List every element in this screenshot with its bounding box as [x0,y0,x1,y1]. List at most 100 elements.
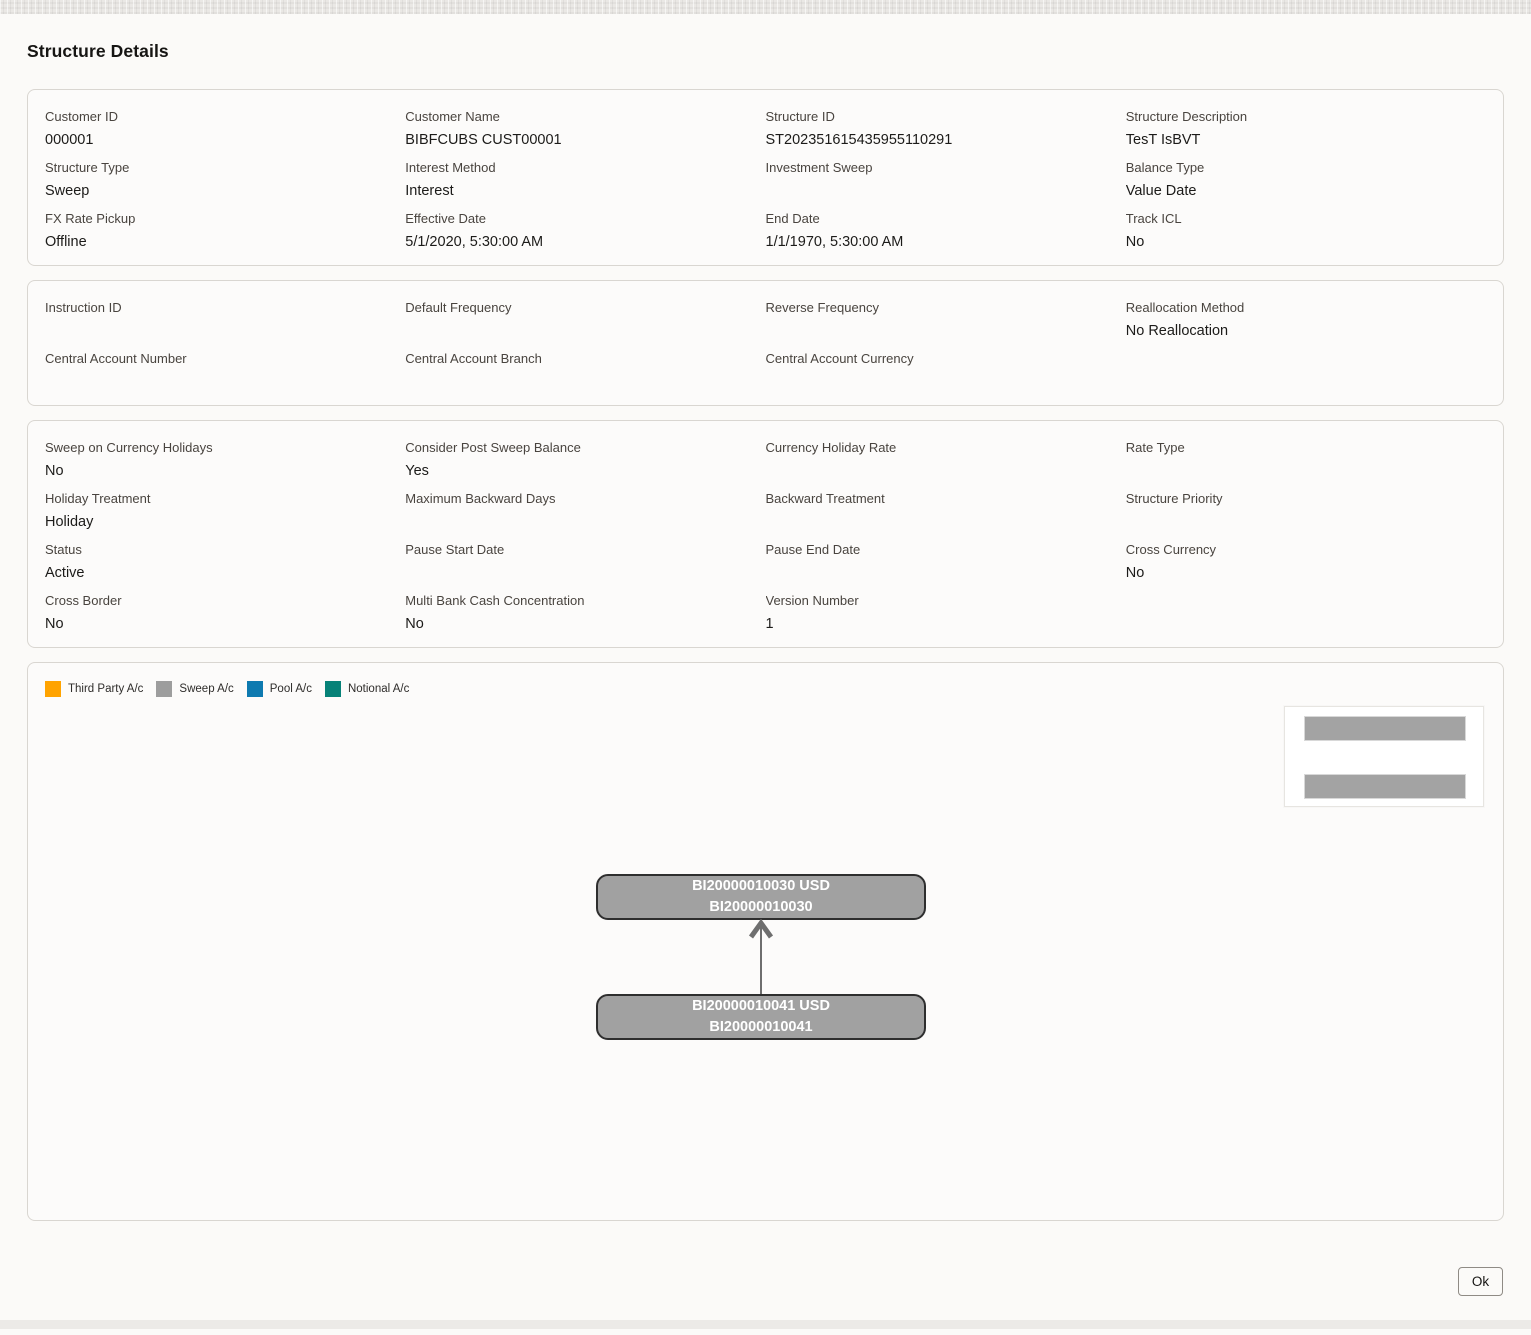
field-label: Central Account Number [45,351,187,366]
field: Interest Method Interest [405,159,765,210]
field-label: Customer Name [405,109,500,124]
page-top-texture-strip [0,0,1531,14]
field-label: End Date [765,211,820,226]
field-label: Customer ID [45,109,118,124]
field-value: BIBFCUBS CUST00001 [405,132,562,148]
field-label: Currency Holiday Rate [765,440,897,455]
field-label: Sweep on Currency Holidays [45,440,213,455]
field-label: Default Frequency [405,300,512,315]
field: Balance Type Value Date [1126,159,1486,210]
field: Customer ID 000001 [45,108,405,159]
node-title: BI20000010041 USD [692,998,830,1014]
field-label: Maximum Backward Days [405,491,556,506]
field: Cross Currency No [1126,541,1486,592]
node-title: BI20000010030 USD [692,878,830,894]
legend-label: Sweep A/c [179,683,234,695]
sweep-parameters-fields: Sweep on Currency Holidays No Consider P… [45,439,1486,643]
field-label: Holiday Treatment [45,491,151,506]
field: Rate Type [1126,439,1486,490]
field-value: Sweep [45,183,90,199]
legend-item: Third Party A/c [45,681,143,697]
field-value: ST202351615435955110291 [765,132,953,148]
field-label: Structure Priority [1125,491,1223,506]
field: Pause Start Date [405,541,765,592]
field-label: Status [45,542,82,557]
field: Cross Border No [45,592,405,643]
field-label: Reallocation Method [1125,300,1245,315]
field-value: Yes [405,463,429,479]
field-label: Reverse Frequency [765,300,879,315]
field-label: Multi Bank Cash Concentration [405,593,585,608]
field: Multi Bank Cash Concentration No [405,592,765,643]
field: Default Frequency [405,299,765,350]
ok-button[interactable]: Ok [1458,1267,1503,1296]
field: Central Account Number [45,350,405,401]
field-label: Backward Treatment [765,491,885,506]
field-label: Rate Type [1125,440,1185,455]
tree-node-child-account[interactable]: BI20000010041 USD BI20000010041 [596,994,926,1040]
minimap-node-bar [1304,774,1466,799]
field-value: No [1125,565,1145,581]
account-type-legend: Third Party A/c Sweep A/c Pool A/c Notio… [45,681,1486,697]
field-value: TesT IsBVT [1125,132,1201,148]
legend-item: Pool A/c [246,681,312,697]
field: Reallocation Method No Reallocation [1126,299,1486,350]
field: Maximum Backward Days [405,490,765,541]
diagram-minimap[interactable] [1284,706,1484,807]
structure-summary-fields: Customer ID 000001 Customer Name BIBFCUB… [45,108,1486,261]
legend-label: Notional A/c [347,683,410,695]
field-label: Central Account Currency [765,351,914,366]
instruction-details-panel: Instruction ID Default Frequency Reverse… [27,280,1504,406]
sweep-parameters-panel: Sweep on Currency Holidays No Consider P… [27,420,1504,648]
field: Structure ID ST202351615435955110291 [766,108,1126,159]
legend-color-swatch-icon [246,681,263,697]
field: Status Active [45,541,405,592]
field-value: No [405,616,424,632]
legend-label: Third Party A/c [68,683,144,695]
legend-item: Sweep A/c [156,681,234,697]
field-value: Active [45,565,85,581]
field-value: Interest [405,183,454,199]
node-subtitle: BI20000010041 [709,1019,813,1035]
field-label: Interest Method [405,160,496,175]
field-label: Structure Type [45,160,130,175]
legend-item: Notional A/c [324,681,410,697]
structure-diagram-panel: Third Party A/c Sweep A/c Pool A/c Notio… [27,662,1504,1221]
field-label: Track ICL [1125,211,1182,226]
field: Instruction ID [45,299,405,350]
field: Structure Type Sweep [45,159,405,210]
field: Central Account Currency [766,350,1126,401]
field: Effective Date 5/1/2020, 5:30:00 AM [405,210,765,261]
field: Currency Holiday Rate [766,439,1126,490]
structure-summary-panel: Customer ID 000001 Customer Name BIBFCUB… [27,89,1504,266]
field-value: Offline [45,234,87,250]
page-bottom-strip [0,1320,1531,1329]
field-label: Cross Currency [1125,542,1217,557]
field-label: FX Rate Pickup [45,211,136,226]
field-value: 1 [765,616,774,632]
field-value: No [45,616,64,632]
field: Customer Name BIBFCUBS CUST00001 [405,108,765,159]
field: Track ICL No [1126,210,1486,261]
field-label: Structure ID [765,109,835,124]
field: Version Number 1 [766,592,1126,643]
field-value: Holiday [45,514,94,530]
field: Backward Treatment [766,490,1126,541]
footer-actions: Ok [0,1221,1531,1316]
field: Central Account Branch [405,350,765,401]
field-label: Central Account Branch [405,351,542,366]
legend-color-swatch-icon [324,681,341,697]
field-label: Pause Start Date [405,542,505,557]
legend-color-swatch-icon [45,681,61,697]
field-value: No [1125,234,1145,250]
legend-color-swatch-icon [156,681,173,697]
field-label: Pause End Date [765,542,861,557]
field-value: No Reallocation [1125,323,1229,339]
field: Pause End Date [766,541,1126,592]
field-label: Balance Type [1125,160,1205,175]
tree-node-parent-account[interactable]: BI20000010030 USD BI20000010030 [596,874,926,920]
field: Reverse Frequency [766,299,1126,350]
field: Consider Post Sweep Balance Yes [405,439,765,490]
field: Investment Sweep [766,159,1126,210]
parent-child-edge-arrow [748,918,774,994]
